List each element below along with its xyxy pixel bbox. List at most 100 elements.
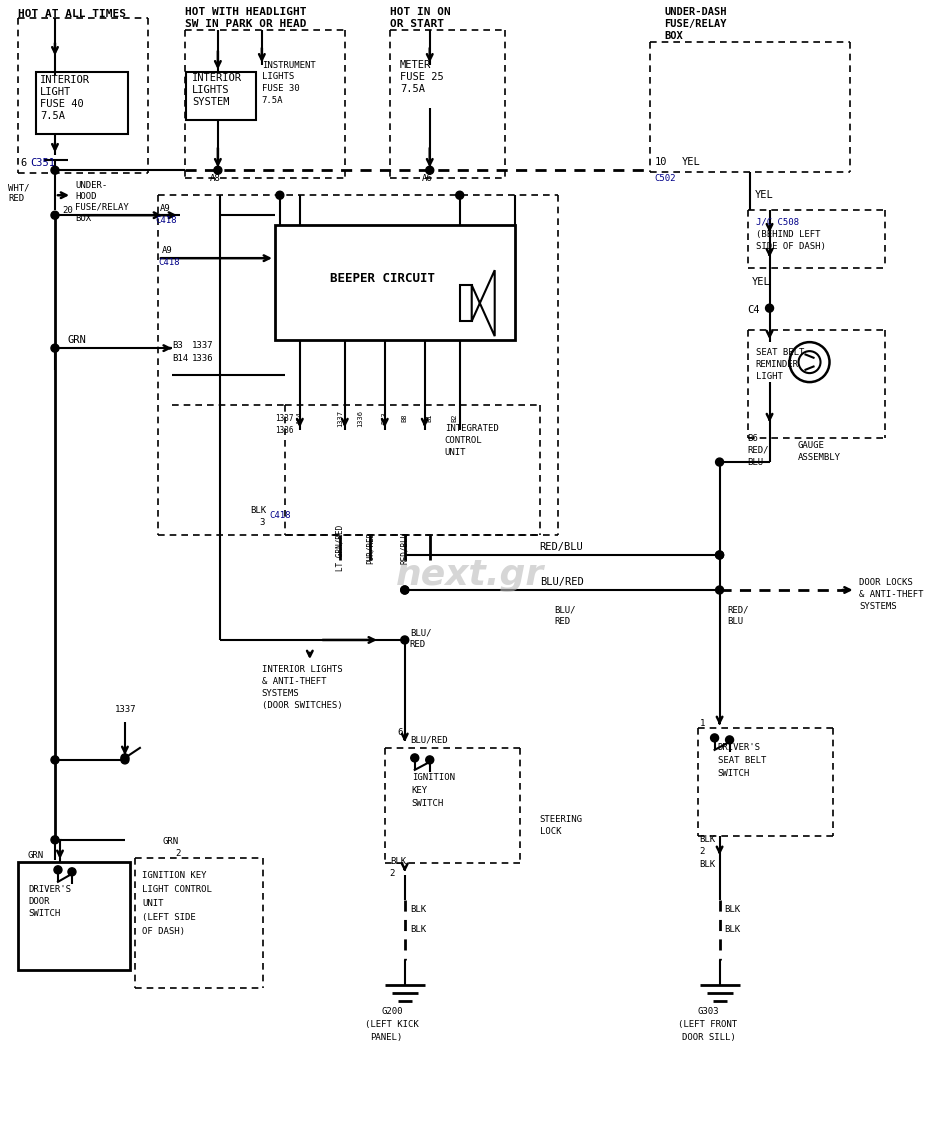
- Text: C418: C418: [158, 258, 180, 267]
- Text: IGNITION: IGNITION: [412, 773, 455, 782]
- Text: FUSE/RELAY: FUSE/RELAY: [75, 203, 129, 212]
- Text: B8: B8: [401, 413, 408, 423]
- Text: LIGHT: LIGHT: [756, 372, 782, 380]
- Text: 2: 2: [175, 850, 180, 859]
- Text: INTERIOR: INTERIOR: [40, 76, 90, 85]
- Text: B13: B13: [382, 412, 388, 425]
- Text: BEEPER CIRCUIT: BEEPER CIRCUIT: [330, 271, 435, 285]
- Text: C418: C418: [270, 511, 291, 520]
- Text: UNIT: UNIT: [142, 899, 164, 908]
- Text: RED: RED: [8, 194, 24, 203]
- Circle shape: [121, 753, 129, 761]
- Text: 1336: 1336: [357, 410, 363, 427]
- Text: A6: A6: [422, 174, 432, 183]
- Circle shape: [456, 191, 463, 199]
- Text: G303: G303: [697, 1008, 719, 1017]
- Circle shape: [726, 736, 733, 744]
- Circle shape: [426, 756, 433, 764]
- Text: OR START: OR START: [390, 19, 444, 30]
- Circle shape: [68, 868, 76, 876]
- Circle shape: [51, 345, 59, 353]
- Text: UNDER-DASH: UNDER-DASH: [665, 7, 728, 17]
- Text: 6: 6: [20, 158, 26, 168]
- Text: C502: C502: [654, 174, 676, 183]
- Text: B2: B2: [452, 413, 458, 423]
- Circle shape: [400, 635, 409, 643]
- Bar: [274, 226, 515, 340]
- Text: INTERIOR: INTERIOR: [192, 73, 242, 84]
- Text: BLU/RED: BLU/RED: [410, 735, 447, 744]
- Text: A14: A14: [297, 412, 303, 425]
- Text: (LEFT FRONT: (LEFT FRONT: [678, 1020, 737, 1029]
- Text: BLK: BLK: [725, 925, 741, 934]
- Text: HOT WITH HEADLIGHT: HOT WITH HEADLIGHT: [185, 7, 306, 17]
- Text: C4: C4: [747, 306, 760, 315]
- Text: A9: A9: [162, 246, 173, 254]
- Text: 20: 20: [62, 206, 72, 215]
- Text: GRN: GRN: [68, 335, 86, 345]
- Text: 6: 6: [398, 728, 403, 737]
- Circle shape: [765, 305, 774, 313]
- Circle shape: [715, 458, 724, 466]
- Text: HOOD: HOOD: [75, 191, 97, 200]
- Text: G200: G200: [382, 1008, 403, 1017]
- Text: YEL: YEL: [755, 190, 774, 200]
- Text: DRIVER'S: DRIVER'S: [717, 743, 760, 752]
- Circle shape: [121, 756, 129, 764]
- Text: DOOR: DOOR: [28, 898, 50, 907]
- Text: A8: A8: [210, 174, 221, 183]
- Text: (LEFT KICK: (LEFT KICK: [365, 1020, 418, 1029]
- Text: 1: 1: [699, 719, 705, 728]
- Text: GRN: GRN: [163, 837, 179, 846]
- Text: BLK: BLK: [699, 860, 715, 869]
- Text: INSTRUMENT: INSTRUMENT: [262, 61, 316, 70]
- Text: DOOR SILL): DOOR SILL): [682, 1033, 735, 1042]
- Text: 1337: 1337: [192, 340, 213, 349]
- Text: 2: 2: [390, 869, 395, 878]
- Text: 7.5A: 7.5A: [40, 111, 65, 121]
- Circle shape: [400, 586, 409, 594]
- Text: RED/BLU: RED/BLU: [540, 542, 584, 552]
- Bar: [186, 72, 256, 120]
- Text: SWITCH: SWITCH: [412, 799, 444, 808]
- Text: 7.5A: 7.5A: [400, 85, 425, 94]
- Text: 10: 10: [654, 157, 667, 167]
- Text: A9: A9: [160, 204, 171, 213]
- Text: BLK: BLK: [725, 906, 741, 915]
- Text: CONTROL: CONTROL: [445, 435, 482, 444]
- Circle shape: [715, 551, 724, 559]
- Text: 1337: 1337: [274, 413, 293, 423]
- Text: B14: B14: [172, 354, 188, 363]
- Text: SEAT BELT: SEAT BELT: [717, 757, 766, 765]
- Text: UNDER-: UNDER-: [75, 181, 107, 190]
- Circle shape: [275, 191, 284, 199]
- Text: FUSE 30: FUSE 30: [262, 84, 300, 93]
- Text: PANEL): PANEL): [369, 1033, 402, 1042]
- Text: BLK: BLK: [699, 836, 715, 844]
- Circle shape: [51, 166, 59, 174]
- Text: BOX: BOX: [665, 31, 683, 41]
- Text: & ANTI-THEFT: & ANTI-THEFT: [262, 678, 326, 687]
- Bar: [18, 862, 130, 970]
- Circle shape: [711, 734, 718, 742]
- Text: SYSTEMS: SYSTEMS: [262, 689, 300, 698]
- Text: 3: 3: [259, 518, 265, 527]
- Text: SW IN PARK OR HEAD: SW IN PARK OR HEAD: [185, 19, 306, 30]
- Text: LOCK: LOCK: [540, 828, 561, 836]
- Text: HOT IN ON: HOT IN ON: [390, 7, 450, 17]
- Text: RED/: RED/: [728, 606, 749, 615]
- Text: BLU: BLU: [747, 458, 763, 466]
- Text: 1337: 1337: [337, 410, 343, 427]
- Text: GAUGE: GAUGE: [797, 441, 824, 450]
- Text: SEAT BELT: SEAT BELT: [756, 348, 804, 356]
- Text: 1337: 1337: [115, 705, 136, 714]
- Text: C418: C418: [155, 215, 177, 224]
- Circle shape: [715, 551, 724, 559]
- Text: RED/: RED/: [747, 445, 769, 455]
- Text: C351: C351: [30, 158, 55, 168]
- Text: LIGHTS: LIGHTS: [192, 85, 229, 95]
- Text: YEL: YEL: [752, 277, 770, 287]
- Text: & ANTI-THEFT: & ANTI-THEFT: [859, 591, 924, 600]
- Bar: [460, 285, 472, 321]
- Text: RED: RED: [555, 617, 571, 626]
